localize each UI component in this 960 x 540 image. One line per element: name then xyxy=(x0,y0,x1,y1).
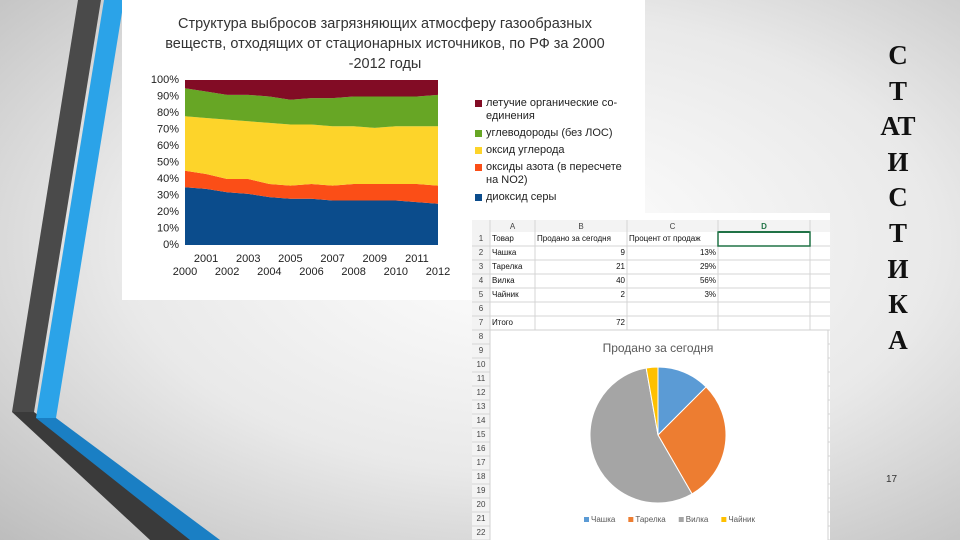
area-series xyxy=(185,80,438,100)
x-tick-label: 2007 xyxy=(320,253,344,265)
pie-slice xyxy=(589,367,693,504)
y-tick-label: 50% xyxy=(157,156,179,168)
pie-slice xyxy=(657,386,727,495)
legend-swatch xyxy=(584,517,589,522)
spreadsheet-grid: A B C D12345678910111213141516171819202122Т… xyxy=(472,220,830,540)
y-tick-label: 100% xyxy=(151,74,179,86)
y-tick-label: 70% xyxy=(157,123,179,135)
cell: Товар xyxy=(492,234,514,243)
selected-cell xyxy=(717,231,811,247)
row-header: 12 xyxy=(477,388,486,397)
row-header: 14 xyxy=(477,416,486,425)
cell: Чайник xyxy=(492,290,519,299)
x-tick-label: 2009 xyxy=(363,253,387,265)
pie-slice xyxy=(645,366,659,436)
legend-swatch xyxy=(721,517,727,522)
row-header: 7 xyxy=(479,318,484,327)
pie-title: Продано за сегодня xyxy=(603,341,714,355)
legend-label: Вилка xyxy=(686,515,709,524)
row-header: 3 xyxy=(479,262,484,271)
row-header: 13 xyxy=(477,402,486,411)
row-header: 6 xyxy=(479,304,484,313)
legend-label: Тарелка xyxy=(635,515,666,524)
row-header: 5 xyxy=(479,290,484,299)
row-header: 21 xyxy=(477,514,486,523)
row-header: 9 xyxy=(479,346,484,355)
row-header: 22 xyxy=(477,528,486,537)
column-header: B xyxy=(578,222,583,231)
legend-item: углеводороды (без ЛОС) xyxy=(475,127,636,140)
x-tick-label: 2003 xyxy=(236,253,260,265)
cell: 3% xyxy=(704,290,716,299)
cell: Вилка xyxy=(492,276,515,285)
header-bar xyxy=(472,220,830,232)
row-header: 15 xyxy=(477,430,486,439)
column-header: D xyxy=(761,222,767,231)
cell: 21 xyxy=(616,262,625,271)
x-tick-label: 2004 xyxy=(257,266,281,278)
cell: 72 xyxy=(616,318,625,327)
row-header: 18 xyxy=(477,472,486,481)
row-header: 11 xyxy=(477,374,486,383)
cell: 9 xyxy=(621,248,626,257)
area-chart: 0%10%20%30%40%50%60%70%80%90%100%2000200… xyxy=(151,74,450,278)
cell: 56% xyxy=(700,276,716,285)
area-series xyxy=(185,187,438,245)
x-tick-label: 2006 xyxy=(299,266,323,278)
cell: Итого xyxy=(492,318,514,327)
legend-item: оксиды азота (в пересчете на NO2) xyxy=(475,161,636,187)
page-number: 17 xyxy=(886,474,898,485)
area-chart-title: Структура выбросов загрязняющих атмосфер… xyxy=(165,16,605,72)
row-header: 10 xyxy=(477,360,486,369)
x-tick-label: 2002 xyxy=(215,266,239,278)
legend-item: оксид углерода xyxy=(475,144,636,157)
x-tick-label: 2001 xyxy=(194,253,218,265)
legend-swatch xyxy=(678,517,684,522)
y-tick-label: 10% xyxy=(157,222,179,234)
cell: Продано за сегодня xyxy=(537,234,611,243)
area-series xyxy=(185,88,438,128)
cell: Процент от продаж xyxy=(629,234,701,243)
row-header: 4 xyxy=(479,276,484,285)
y-tick-label: 80% xyxy=(157,107,179,119)
legend-label: Чашка xyxy=(591,515,616,524)
row-header: 2 xyxy=(479,248,484,257)
column-header: C xyxy=(670,222,676,231)
row-header: 16 xyxy=(477,444,486,453)
area-series xyxy=(185,116,438,186)
legend-label: Чайник xyxy=(728,515,755,524)
cell: 13% xyxy=(700,248,716,257)
cell: 40 xyxy=(616,276,625,285)
y-tick-label: 0% xyxy=(163,239,179,251)
row-header: 19 xyxy=(477,486,486,495)
cell: Чашка xyxy=(492,248,517,257)
cell: Тарелка xyxy=(492,262,523,271)
row-header: 1 xyxy=(479,234,484,243)
legend-item: диоксид серы xyxy=(475,191,636,204)
spreadsheet: A B C D 1 2 3 4 5 6 7 8 9 10 11 12 13 14 15 16 17 18 19 20 21 22 Т… xyxy=(472,213,830,540)
row-header: 8 xyxy=(479,332,484,341)
legend-item: летучие органические со-единения xyxy=(475,97,636,123)
x-tick-label: 2010 xyxy=(384,266,408,278)
y-tick-label: 40% xyxy=(157,173,179,185)
y-tick-label: 20% xyxy=(157,206,179,218)
x-tick-label: 2008 xyxy=(341,266,365,278)
x-tick-label: 2012 xyxy=(426,266,450,278)
y-tick-label: 90% xyxy=(157,90,179,102)
cell: 29% xyxy=(700,262,716,271)
x-tick-label: 2000 xyxy=(173,266,197,278)
x-tick-label: 2005 xyxy=(278,253,302,265)
column-header: A xyxy=(510,222,516,231)
y-tick-label: 30% xyxy=(157,189,179,201)
legend-swatch xyxy=(628,517,634,522)
row-header: 17 xyxy=(477,458,486,467)
row-header: 20 xyxy=(477,500,486,509)
y-tick-label: 60% xyxy=(157,140,179,152)
x-tick-label: 2011 xyxy=(405,253,429,265)
vertical-title: СТАТИСТИКА xyxy=(880,40,916,355)
cell: 2 xyxy=(621,290,626,299)
